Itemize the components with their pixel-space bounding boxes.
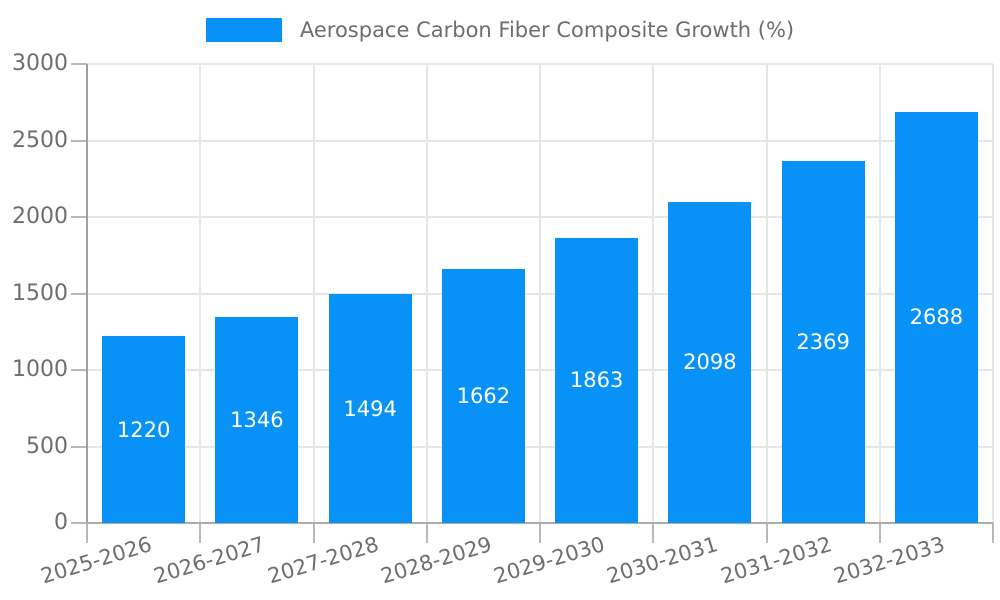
x-tick-mark xyxy=(539,523,541,543)
bar-text: 1863 xyxy=(569,368,624,393)
x-tick-mark xyxy=(199,523,202,543)
legend-label: Aerospace Carbon Fiber Composite Growth … xyxy=(299,18,795,42)
gridline-vertical xyxy=(992,64,994,523)
x-tick-mark xyxy=(425,523,428,543)
bar-text: 2688 xyxy=(909,305,964,330)
bar: 1346 xyxy=(215,317,299,523)
gridline-vertical xyxy=(539,64,541,523)
gridline-vertical xyxy=(425,64,428,523)
y-tick-label: 3000 xyxy=(12,51,68,76)
x-tick-mark xyxy=(878,523,881,543)
y-tick-mark xyxy=(71,292,87,295)
bar-text: 1220 xyxy=(116,417,171,442)
y-tick-label: 1500 xyxy=(12,280,68,306)
x-tick-mark xyxy=(86,523,88,543)
gridline-vertical xyxy=(199,64,202,523)
bar: 2688 xyxy=(894,111,978,523)
bar-text: 1662 xyxy=(456,383,511,408)
bar-text: 1494 xyxy=(343,396,397,421)
x-tick-label: 2027-2028 xyxy=(264,532,382,589)
gridline-vertical xyxy=(312,64,315,523)
x-tick-label: 2031-2032 xyxy=(717,532,835,589)
y-tick-label: 0 xyxy=(54,510,68,535)
y-tick-mark xyxy=(71,216,87,218)
y-tick-mark xyxy=(71,522,87,524)
gridline-vertical xyxy=(765,64,768,523)
y-tick-label: 500 xyxy=(26,433,68,459)
legend-swatch xyxy=(205,18,282,42)
bar: 2369 xyxy=(781,160,865,523)
bar-text: 2369 xyxy=(796,329,850,354)
x-tick-label: 2025-2026 xyxy=(38,532,155,589)
y-tick-label: 2000 xyxy=(12,204,68,229)
y-tick-mark xyxy=(71,445,87,448)
y-tick-mark xyxy=(71,139,87,142)
chart-legend: Aerospace Carbon Fiber Composite Growth … xyxy=(0,18,1000,42)
x-tick-label: 2030-2031 xyxy=(604,532,721,589)
bar: 2098 xyxy=(668,202,752,523)
bar-text: 2098 xyxy=(683,350,737,375)
bar: 1494 xyxy=(328,294,412,523)
x-tick-mark xyxy=(652,523,655,543)
y-axis-line xyxy=(86,64,88,523)
x-tick-label: 2028-2029 xyxy=(377,532,495,589)
gridline-vertical xyxy=(878,64,881,523)
x-tick-label: 2026-2027 xyxy=(151,532,268,589)
y-tick-mark xyxy=(71,63,87,65)
y-tick-label: 1000 xyxy=(12,357,68,382)
bar: 1220 xyxy=(102,336,186,523)
x-tick-mark xyxy=(765,523,768,543)
y-tick-mark xyxy=(71,369,87,371)
y-tick-label: 2500 xyxy=(12,127,68,153)
x-tick-mark xyxy=(992,523,994,543)
bar-text: 1346 xyxy=(230,408,284,433)
bar: 1662 xyxy=(441,268,525,523)
bar: 1863 xyxy=(555,237,639,523)
x-axis-line xyxy=(87,522,993,524)
x-tick-mark xyxy=(312,523,315,543)
gridline-vertical xyxy=(652,64,655,523)
x-tick-label: 2032-2033 xyxy=(830,532,948,589)
x-tick-label: 2029-2030 xyxy=(491,532,608,589)
